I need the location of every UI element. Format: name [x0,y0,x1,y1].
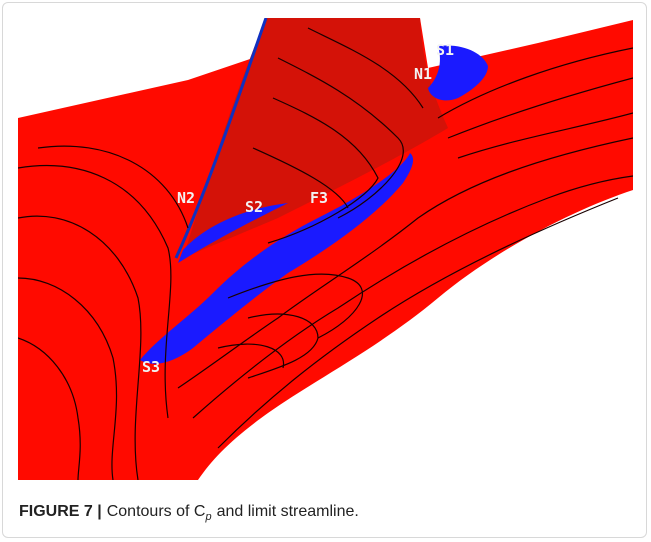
caption: FIGURE 7 | Contours of Cp and limit stream… [19,503,359,523]
point-label: F3 [310,189,328,207]
caption-text: and limit streamline. [217,503,359,520]
caption-label: FIGURE 7 | [19,503,102,520]
caption-text: Contours of C [107,503,206,520]
point-label: S1 [436,41,454,59]
point-label: S3 [142,358,160,376]
point-label: N1 [414,65,432,83]
point-label: S2 [245,198,263,216]
point-label: N2 [177,189,195,207]
caption-subscript: p [205,511,211,523]
figure-image: S1 N1 N2 S2 F3 S3 [18,18,633,480]
